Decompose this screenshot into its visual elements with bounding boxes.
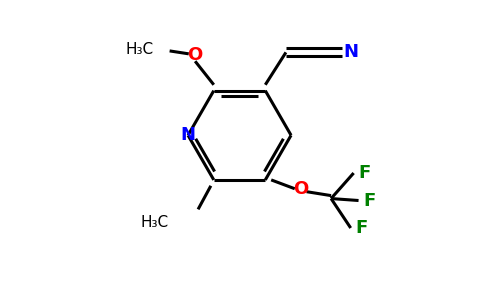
Text: H₃C: H₃C bbox=[125, 42, 153, 57]
Text: N: N bbox=[344, 44, 359, 62]
Text: F: F bbox=[363, 191, 376, 209]
Text: N: N bbox=[181, 126, 196, 144]
Text: O: O bbox=[293, 180, 308, 198]
Text: F: F bbox=[355, 219, 368, 237]
Text: F: F bbox=[358, 164, 371, 182]
Text: H₃C: H₃C bbox=[140, 215, 168, 230]
Text: O: O bbox=[187, 46, 203, 64]
